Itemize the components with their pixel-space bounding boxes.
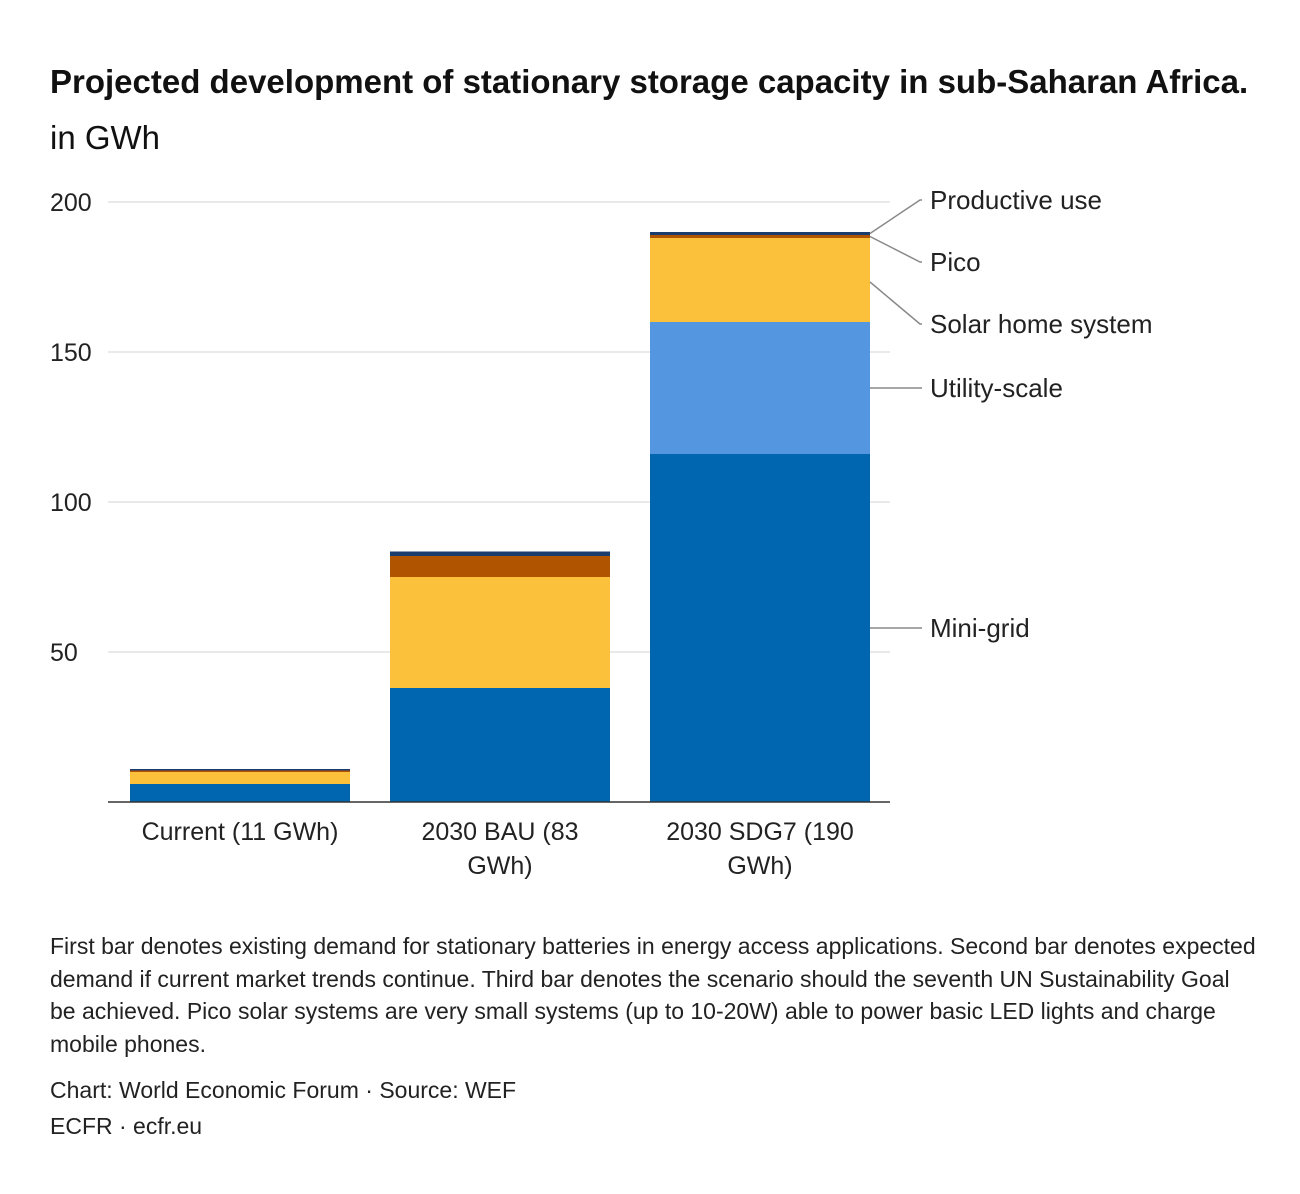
y-tick-label-50: 50	[50, 639, 78, 667]
bar-2-solar-home-system	[650, 238, 870, 322]
chart-note: First bar denotes existing demand for st…	[50, 933, 1256, 1057]
bar-0-solar-home-system	[130, 772, 350, 784]
bar-0-productive-use	[130, 769, 350, 771]
series-label-solar-home-system: Solar home system	[930, 309, 1153, 339]
y-tick-label-200: 200	[50, 189, 92, 217]
x-category-label-2-0: 2030 SDG7 (190	[666, 818, 854, 846]
series-label-pico: Pico	[930, 247, 981, 277]
leader-line-productive-use	[869, 199, 922, 235]
bar-0-mini-grid	[130, 784, 350, 802]
series-label-utility-scale: Utility-scale	[930, 373, 1063, 403]
chart-source: Chart: World Economic Forum · Source: WE…	[50, 1077, 517, 1103]
x-category-label-2-1: GWh)	[727, 852, 792, 880]
chart-title-main: Projected development of stationary stor…	[50, 63, 1249, 100]
series-label-productive-use: Productive use	[930, 185, 1102, 215]
leader-line-pico	[869, 235, 922, 263]
leader-line-solar-home-system	[869, 281, 922, 325]
x-category-label-1-1: GWh)	[467, 852, 532, 880]
bar-1-productive-use	[390, 551, 610, 556]
x-category-label-0-0: Current (11 GWh)	[142, 818, 339, 846]
publisher-brand: ECFR · ecfr.eu	[50, 1113, 203, 1139]
bar-1-solar-home-system	[390, 577, 610, 688]
bar-0-pico	[130, 770, 350, 772]
bar-2-mini-grid	[650, 454, 870, 802]
stacked-bar-chart: 50 100 150 200 Current (11 GWh) 2030 BAU (83 G…	[50, 185, 1153, 880]
x-category-label-1-0: 2030 BAU (83	[421, 818, 578, 846]
bar-2-productive-use	[650, 232, 870, 235]
series-label-mini-grid: Mini-grid	[930, 613, 1030, 643]
y-tick-label-150: 150	[50, 339, 92, 367]
bar-1-mini-grid	[390, 688, 610, 802]
bar-1-pico	[390, 556, 610, 577]
bar-2-utility-scale	[650, 322, 870, 454]
chart-title: Projected development of stationary stor…	[50, 54, 1270, 166]
bar-2-pico	[650, 235, 870, 238]
y-tick-label-100: 100	[50, 489, 92, 517]
chart-title-unit: in GWh	[50, 119, 161, 156]
